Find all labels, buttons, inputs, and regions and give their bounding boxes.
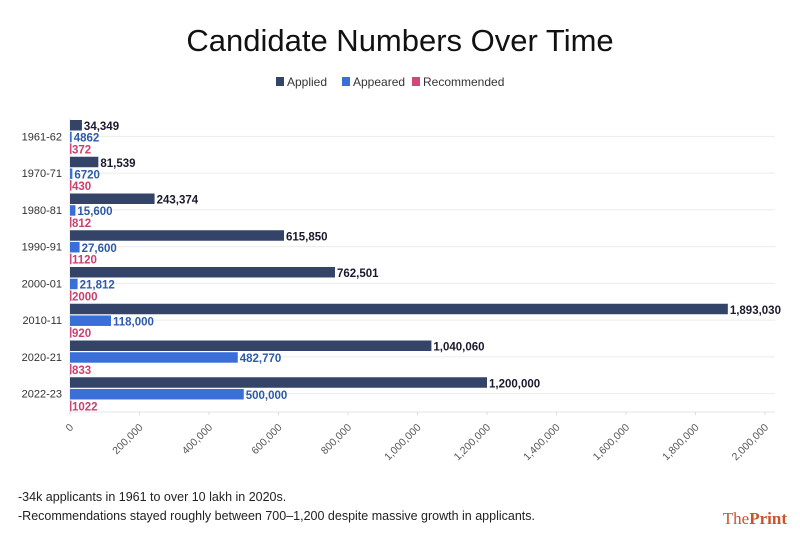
x-tick-label: 1,200,000: [452, 422, 494, 464]
data-label-applied: 1,040,060: [433, 342, 484, 354]
data-label-recommended: 1022: [72, 402, 98, 414]
data-label-recommended: 430: [72, 181, 91, 193]
data-label-appeared: 15,600: [77, 206, 112, 218]
x-tick-label: 1,600,000: [591, 422, 633, 464]
x-tick-label: 600,000: [249, 422, 284, 457]
legend-label-applied: Applied: [287, 75, 327, 89]
data-label-applied: 762,501: [337, 268, 379, 280]
bar-appeared: [70, 278, 78, 290]
bar-recommended: [70, 363, 72, 375]
bar-appeared: [70, 168, 73, 179]
bar-applied: [70, 156, 99, 168]
x-axis: 0 200,000 400,000 600,000 800,000 1,000,000 1,…: [64, 412, 772, 464]
data-label-applied: 81,539: [100, 158, 135, 170]
gridlines: [69, 118, 775, 413]
x-tick-label: 1,000,000: [382, 422, 424, 464]
data-label-applied: 1,200,000: [489, 378, 540, 390]
x-tick-label: 0: [64, 422, 77, 435]
bar-recommended: [70, 327, 72, 338]
category-label: 2020-21: [22, 352, 62, 364]
data-label-recommended: 1120: [72, 255, 97, 267]
legend: Applied Appeared Recommended: [276, 75, 504, 89]
bar-appeared: [70, 315, 112, 326]
bar-applied: [70, 267, 335, 278]
bar-appeared: [70, 131, 72, 143]
bar-appeared: [70, 205, 76, 216]
bar-recommended: [70, 143, 72, 154]
theprint-logo: ThePrint: [723, 509, 788, 528]
legend-label-appeared: Appeared: [353, 75, 405, 89]
x-tick-label: 2,000,000: [730, 422, 772, 464]
chart-title: Candidate Numbers Over Time: [186, 23, 613, 58]
x-tick-label: 800,000: [319, 422, 354, 457]
category-label: 1970-71: [22, 168, 62, 180]
bar-recommended: [70, 400, 72, 412]
x-tick-label: 1,800,000: [660, 422, 702, 464]
bar-recommended: [70, 216, 72, 228]
legend-swatch-appeared: [342, 77, 350, 86]
category-label: 2022-23: [22, 389, 62, 401]
category-label: 1961-62: [22, 131, 62, 143]
x-tick-label: 200,000: [110, 422, 145, 457]
data-label-appeared: 482,770: [240, 353, 282, 365]
legend-swatch-recommended: [412, 77, 420, 86]
bar-appeared: [70, 241, 80, 253]
category-label: 2000-01: [22, 278, 62, 290]
data-label-appeared: 21,812: [80, 280, 115, 292]
data-label-applied: 243,374: [157, 195, 199, 207]
bar-appeared: [70, 352, 238, 363]
data-label-appeared: 118,000: [113, 316, 154, 328]
data-label-appeared: 500,000: [246, 390, 288, 402]
data-label-appeared: 4862: [74, 133, 100, 145]
bar-recommended: [70, 253, 72, 265]
data-label-applied: 1,893,030: [730, 305, 781, 317]
data-label-applied: 34,349: [84, 121, 119, 133]
legend-swatch-applied: [276, 77, 284, 86]
bar-applied: [70, 120, 82, 131]
bar-recommended: [70, 180, 72, 191]
bar-applied: [70, 303, 728, 315]
category-label: 2010-11: [22, 315, 62, 327]
data-label-recommended: 833: [72, 365, 91, 377]
data-label-recommended: 2000: [72, 291, 98, 303]
data-label-appeared: 27,600: [82, 243, 117, 255]
data-label-recommended: 920: [72, 328, 91, 340]
bar-applied: [70, 230, 285, 241]
category-label: 1990-91: [22, 242, 62, 254]
bar-recommended: [70, 290, 72, 301]
bar-appeared: [70, 388, 244, 400]
note-2: -Recommendations stayed roughly between …: [18, 509, 535, 523]
x-tick-label: 1,400,000: [521, 422, 563, 464]
data-label-recommended: 812: [72, 218, 91, 230]
bar-applied: [70, 193, 155, 204]
category-label: 1980-81: [22, 205, 62, 217]
note-1: -34k applicants in 1961 to over 10 lakh …: [18, 490, 286, 504]
bar-applied: [70, 340, 432, 351]
data-label-recommended: 372: [72, 144, 91, 156]
x-tick-label: 400,000: [180, 422, 215, 457]
data-label-applied: 615,850: [286, 231, 328, 243]
data-label-appeared: 6720: [74, 169, 100, 181]
bar-applied: [70, 377, 487, 388]
legend-label-recommended: Recommended: [423, 75, 504, 89]
